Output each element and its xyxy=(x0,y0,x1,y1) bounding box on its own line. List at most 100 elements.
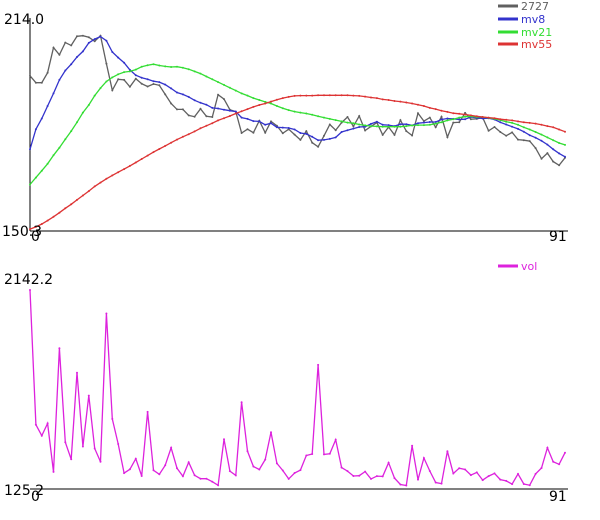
price-point-mv21 xyxy=(334,119,337,122)
volume-point-vol xyxy=(228,470,231,473)
volume-point-vol xyxy=(428,470,431,472)
price-point-mv8 xyxy=(117,56,120,59)
price-point-mv8 xyxy=(281,126,284,129)
volume-point-vol xyxy=(558,463,561,466)
price-point-mv21 xyxy=(370,125,372,128)
volume-point-vol xyxy=(440,482,443,485)
price-point-mv55 xyxy=(540,123,543,126)
volume-point-vol xyxy=(511,483,514,486)
price-point-mv55 xyxy=(517,120,519,123)
price-point-mv8 xyxy=(46,105,49,107)
volume-point-vol xyxy=(140,475,143,477)
price-point-mv55 xyxy=(552,126,555,129)
price-point-2727 xyxy=(422,120,425,123)
price-point-2727 xyxy=(458,121,461,124)
price-point-2727 xyxy=(140,82,143,85)
price-point-mv55 xyxy=(305,94,308,97)
volume-point-vol xyxy=(475,471,478,474)
price-point-mv55 xyxy=(446,110,449,113)
volume-point-vol xyxy=(370,477,372,480)
price-point-mv55 xyxy=(340,94,343,97)
price-point-mv8 xyxy=(528,134,531,137)
price-point-mv8 xyxy=(123,61,126,64)
price-point-mv21 xyxy=(264,100,267,103)
price-point-mv8 xyxy=(370,122,372,125)
price-point-mv55 xyxy=(40,223,43,225)
volume-point-vol xyxy=(123,472,126,475)
price-point-2727 xyxy=(452,121,455,124)
price-point-mv55 xyxy=(270,100,272,103)
price-point-mv21 xyxy=(428,123,431,126)
volume-point-vol xyxy=(458,467,461,470)
price-point-2727 xyxy=(323,134,325,137)
volume-point-vol xyxy=(81,445,84,448)
price-point-2727 xyxy=(46,71,49,74)
price-point-mv21 xyxy=(199,72,202,75)
price-point-2727 xyxy=(352,125,355,128)
price-point-mv55 xyxy=(176,138,178,141)
price-point-mv8 xyxy=(223,108,225,111)
price-point-mv21 xyxy=(140,65,143,68)
price-point-mv55 xyxy=(317,94,320,97)
price-point-2727 xyxy=(493,126,496,128)
price-point-mv55 xyxy=(58,211,61,214)
price-point-mv21 xyxy=(176,65,178,68)
price-point-mv55 xyxy=(399,100,402,103)
price-point-2727 xyxy=(70,44,73,47)
volume-point-vol xyxy=(117,443,120,445)
price-point-2727 xyxy=(252,131,255,134)
price-point-mv21 xyxy=(375,125,378,128)
price-point-2727 xyxy=(217,93,220,96)
volume-point-vol xyxy=(281,469,284,472)
price-point-2727 xyxy=(334,129,337,132)
price-point-mv8 xyxy=(58,78,61,81)
volume-point-vol xyxy=(187,461,190,464)
volume-point-vol xyxy=(340,466,343,469)
price-point-mv21 xyxy=(205,75,208,78)
price-point-mv21 xyxy=(434,122,437,125)
volume-point-vol xyxy=(499,478,502,481)
price-point-mv21 xyxy=(417,124,419,127)
volume-point-vol xyxy=(334,438,337,441)
volume-point-vol xyxy=(411,444,414,447)
price-point-mv55 xyxy=(217,119,220,122)
volume-point-vol xyxy=(393,477,396,480)
price-point-mv55 xyxy=(352,94,355,97)
price-point-2727 xyxy=(464,111,467,114)
price-point-mv21 xyxy=(52,154,55,157)
price-point-mv55 xyxy=(564,130,566,133)
price-point-mv55 xyxy=(287,95,290,98)
price-point-mv55 xyxy=(481,116,484,118)
price-point-mv21 xyxy=(540,133,543,136)
price-point-mv21 xyxy=(40,169,43,172)
volume-point-vol xyxy=(270,431,272,434)
price-point-mv21 xyxy=(128,70,131,73)
price-point-mv55 xyxy=(234,112,237,115)
price-point-2727 xyxy=(311,141,314,144)
price-point-mv21 xyxy=(358,123,361,126)
price-point-mv21 xyxy=(81,111,84,114)
price-point-mv55 xyxy=(70,203,73,206)
price-point-mv21 xyxy=(93,94,96,97)
price-point-2727 xyxy=(346,116,349,118)
volume-point-vol xyxy=(305,454,308,457)
price-point-2727 xyxy=(417,112,419,115)
price-point-mv8 xyxy=(511,125,514,128)
volume-point-vol xyxy=(29,289,31,291)
price-point-2727 xyxy=(152,83,155,85)
price-point-mv55 xyxy=(293,94,296,97)
price-point-mv21 xyxy=(181,66,184,69)
price-point-2727 xyxy=(381,133,384,136)
price-point-mv55 xyxy=(522,121,525,124)
price-point-mv55 xyxy=(187,133,190,136)
price-point-2727 xyxy=(434,126,437,129)
volume-point-vol xyxy=(252,465,255,468)
volume-chart: 2142.2 125.2 0 91 vol xyxy=(4,260,568,505)
price-point-2727 xyxy=(428,116,431,119)
price-point-mv8 xyxy=(199,101,202,104)
volume-point-vol xyxy=(517,472,519,475)
price-point-mv55 xyxy=(375,97,378,100)
volume-legend: vol xyxy=(498,260,537,273)
price-point-mv8 xyxy=(381,123,384,126)
price-point-mv21 xyxy=(99,87,102,90)
